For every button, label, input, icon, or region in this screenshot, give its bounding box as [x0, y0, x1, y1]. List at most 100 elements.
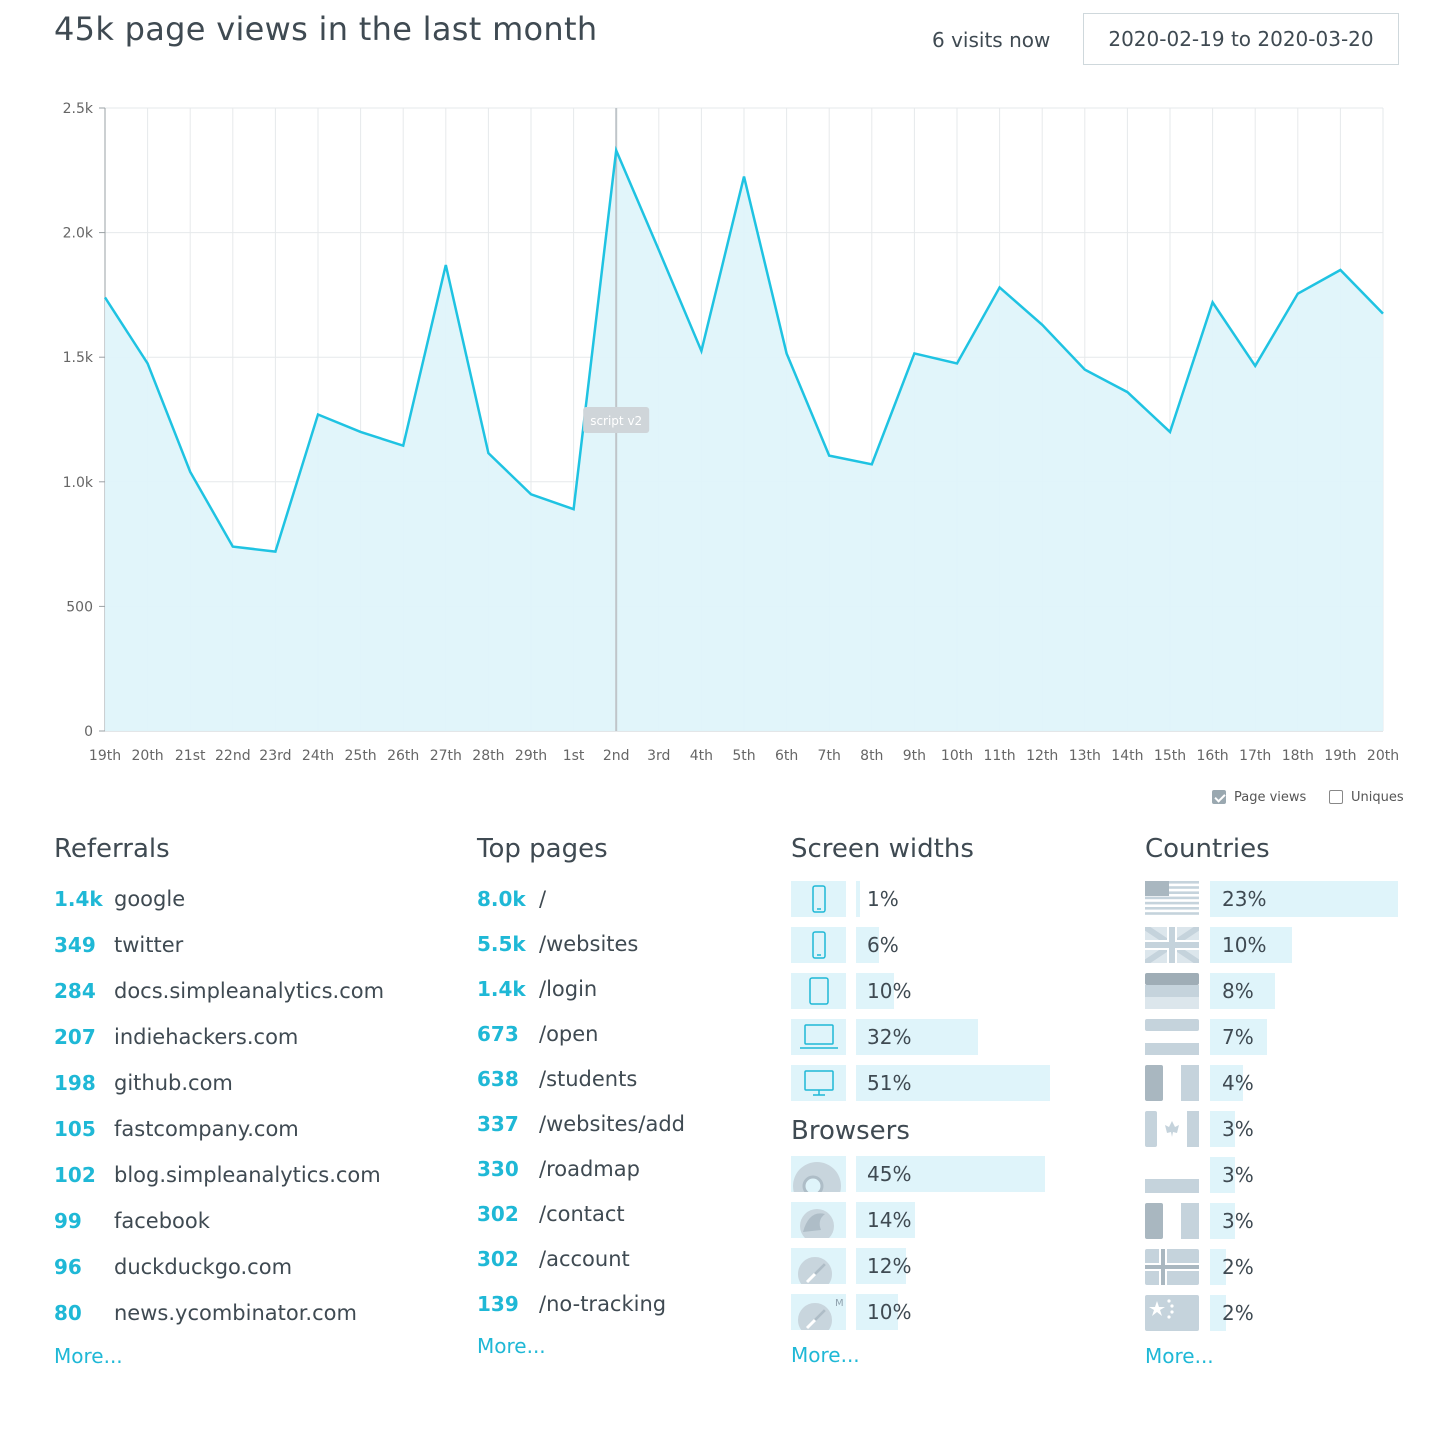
data-point[interactable] — [525, 488, 537, 500]
screen-width-icon-box — [791, 1019, 846, 1055]
data-point[interactable] — [695, 345, 707, 357]
screen-width-row[interactable]: 32% — [791, 1019, 1051, 1055]
country-percent: 8% — [1222, 979, 1254, 1003]
data-point[interactable] — [951, 357, 963, 369]
page-count: 638 — [477, 1067, 519, 1091]
screen-width-row[interactable]: 1% — [791, 881, 1051, 917]
data-point[interactable] — [1079, 364, 1091, 376]
data-point[interactable] — [269, 546, 281, 558]
data-point[interactable] — [1036, 319, 1048, 331]
referral-row[interactable]: 1.4k google — [54, 882, 185, 916]
data-point[interactable] — [1121, 386, 1133, 398]
browser-row[interactable]: 14% — [791, 1202, 1051, 1238]
referral-row[interactable]: 207 indiehackers.com — [54, 1020, 298, 1054]
country-row[interactable]: 3% — [1145, 1157, 1405, 1193]
data-point[interactable] — [142, 357, 154, 369]
data-point[interactable] — [653, 244, 665, 256]
browser-row[interactable]: M 10% — [791, 1294, 1051, 1330]
data-point[interactable] — [440, 259, 452, 271]
x-tick-label: 14th — [1111, 748, 1143, 764]
screen-width-row[interactable]: 51% — [791, 1065, 1051, 1101]
page-row[interactable]: 337/websites/add — [477, 1107, 685, 1141]
page-views-checkbox[interactable] — [1212, 790, 1226, 804]
page-row[interactable]: 302/contact — [477, 1197, 625, 1231]
browser-row[interactable]: 12% — [791, 1248, 1051, 1284]
browsers-more-link[interactable]: More... — [791, 1343, 860, 1367]
page-path: /no-tracking — [539, 1292, 667, 1316]
date-range-picker[interactable]: 2020-02-19 to 2020-03-20 — [1083, 13, 1399, 65]
country-percent: 2% — [1222, 1255, 1254, 1279]
data-point[interactable] — [482, 447, 494, 459]
country-row[interactable]: 3% — [1145, 1203, 1405, 1239]
data-point[interactable] — [1377, 308, 1389, 320]
data-point[interactable] — [1334, 264, 1346, 276]
country-row[interactable]: 2% — [1145, 1249, 1405, 1285]
country-row[interactable]: 10% — [1145, 927, 1405, 963]
screen-width-row[interactable]: 6% — [791, 927, 1051, 963]
country-row[interactable]: 23% — [1145, 881, 1405, 917]
x-tick-label: 20th — [1367, 748, 1399, 764]
page-row[interactable]: 5.5k/websites — [477, 927, 638, 961]
referral-row[interactable]: 284 docs.simpleanalytics.com — [54, 974, 384, 1008]
data-point[interactable] — [610, 144, 622, 156]
browser-bar — [856, 1156, 1045, 1192]
page-row[interactable]: 330/roadmap — [477, 1152, 640, 1186]
referral-count: 349 — [54, 933, 96, 957]
page-row[interactable]: 8.0k / — [477, 882, 546, 916]
data-point[interactable] — [1164, 426, 1176, 438]
referral-name: duckduckgo.com — [114, 1255, 293, 1279]
x-tick-label: 3rd — [647, 748, 670, 764]
page-title: 45k page views in the last month — [54, 10, 598, 48]
country-bar — [1210, 927, 1292, 963]
data-point[interactable] — [823, 450, 835, 462]
data-point[interactable] — [1249, 360, 1261, 372]
data-point[interactable] — [355, 426, 367, 438]
data-point[interactable] — [227, 541, 239, 553]
referrals-more-link[interactable]: More... — [54, 1344, 123, 1368]
legend-page-views[interactable]: Page views — [1212, 787, 1306, 807]
country-percent: 3% — [1222, 1163, 1254, 1187]
data-point[interactable] — [908, 347, 920, 359]
uniques-checkbox[interactable] — [1329, 790, 1343, 804]
data-point[interactable] — [994, 281, 1006, 293]
country-row[interactable]: 3% — [1145, 1111, 1405, 1147]
referral-row[interactable]: 80 news.ycombinator.com — [54, 1296, 357, 1330]
countries-more-link[interactable]: More... — [1145, 1344, 1214, 1368]
referral-row[interactable]: 96 duckduckgo.com — [54, 1250, 292, 1284]
page-row[interactable]: 302/account — [477, 1242, 630, 1276]
data-point[interactable] — [1207, 296, 1219, 308]
page-row[interactable]: 1.4k/login — [477, 972, 597, 1006]
data-point[interactable] — [184, 466, 196, 478]
country-flag-box — [1145, 1157, 1199, 1193]
page-row[interactable]: 139/no-tracking — [477, 1287, 666, 1321]
country-bar — [1210, 1111, 1235, 1147]
screen-width-row[interactable]: 10% — [791, 973, 1051, 1009]
legend-uniques-label: Uniques — [1351, 789, 1404, 805]
referral-row[interactable]: 99 facebook — [54, 1204, 210, 1238]
data-point[interactable] — [99, 291, 111, 303]
data-point[interactable] — [866, 458, 878, 470]
referral-row[interactable]: 105 fastcompany.com — [54, 1112, 299, 1146]
legend-uniques[interactable]: Uniques — [1329, 787, 1404, 807]
country-row[interactable]: 2% — [1145, 1295, 1405, 1331]
page-row[interactable]: 673/open — [477, 1017, 598, 1051]
data-point[interactable] — [568, 503, 580, 515]
x-tick-label: 11th — [984, 748, 1016, 764]
data-point[interactable] — [312, 409, 324, 421]
referral-row[interactable]: 349 twitter — [54, 928, 183, 962]
country-row[interactable]: 8% — [1145, 973, 1405, 1009]
data-point[interactable] — [1292, 288, 1304, 300]
top-pages-more-link[interactable]: More... — [477, 1334, 546, 1358]
referral-row[interactable]: 198 github.com — [54, 1066, 233, 1100]
data-point[interactable] — [738, 171, 750, 183]
country-row[interactable]: 7% — [1145, 1019, 1405, 1055]
country-row[interactable]: 4% — [1145, 1065, 1405, 1101]
data-point[interactable] — [397, 440, 409, 452]
page-row[interactable]: 638/students — [477, 1062, 637, 1096]
screen-widths-title: Screen widths — [791, 834, 974, 864]
data-point[interactable] — [781, 347, 793, 359]
referral-row[interactable]: 102 blog.simpleanalytics.com — [54, 1158, 381, 1192]
referral-name: news.ycombinator.com — [114, 1301, 357, 1325]
country-flag-box — [1145, 1019, 1199, 1055]
browser-row[interactable]: 45% — [791, 1156, 1051, 1192]
